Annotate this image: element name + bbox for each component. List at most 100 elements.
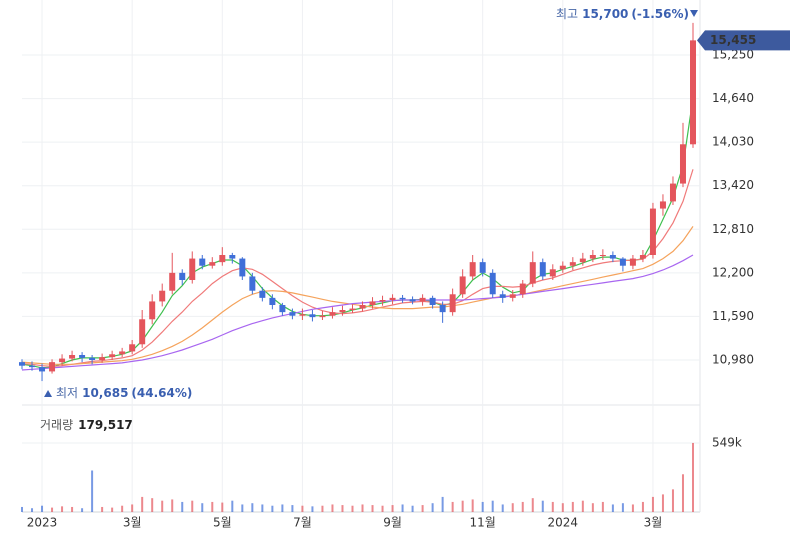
volume-bar [451, 501, 454, 512]
volume-bar [251, 503, 254, 512]
volume-bar [161, 500, 164, 512]
candle-body [119, 351, 126, 355]
candle-body [349, 308, 356, 310]
candle-body [269, 297, 276, 305]
candle-body [529, 262, 536, 284]
volume-bar [141, 496, 144, 512]
volume-bar [391, 505, 394, 512]
volume-bar [611, 504, 614, 512]
candle-body [159, 290, 166, 302]
candle-body [59, 358, 66, 363]
candle-body [129, 344, 136, 352]
volume-bar [301, 505, 304, 512]
candle-body [449, 294, 456, 313]
x-tick-label: 11월 [470, 516, 496, 530]
volume-bar [531, 498, 534, 512]
volume-tick-label: 549k [712, 435, 742, 449]
candle-body [19, 362, 25, 366]
volume-bar [441, 496, 444, 512]
candle-body [189, 258, 196, 280]
candle-body [399, 297, 406, 300]
candle-body [669, 183, 676, 202]
volume-bar [331, 504, 334, 512]
high-label: 최고 [556, 7, 578, 21]
volume-bar [291, 505, 294, 512]
volume-bar [551, 501, 554, 512]
candle-body [249, 276, 256, 291]
volume-bar [401, 504, 404, 512]
high-value: 15,700 [582, 7, 628, 21]
candle-body [639, 255, 646, 259]
moving-average-line [21, 226, 694, 365]
volume-bar [51, 507, 54, 512]
candle-body [319, 315, 326, 318]
volume-bar [491, 500, 494, 512]
candle-body [259, 290, 266, 298]
volume-bar [31, 508, 34, 512]
candle-body [39, 367, 46, 372]
candle-body [49, 362, 56, 372]
volume-bar [371, 505, 374, 512]
x-tick-label: 3월 [644, 516, 663, 530]
volume-current: 179,517 [78, 418, 133, 432]
volume-bar [601, 501, 604, 512]
low-annotation: 최저 10,685 (44.64%) [56, 386, 192, 400]
volume-bar [421, 505, 424, 512]
candle-body [329, 312, 336, 316]
x-tick-label: 5월 [213, 516, 232, 530]
volume-bar [501, 504, 504, 512]
volume-bar [641, 501, 644, 512]
candle-body [359, 305, 366, 309]
candle-body [299, 314, 306, 316]
y-tick-label: 10,980 [712, 353, 754, 367]
volume-bar [171, 499, 174, 512]
candle-body [419, 297, 426, 302]
y-tick-label: 13,420 [712, 178, 754, 192]
candle-body [179, 272, 186, 280]
volume-bar [131, 504, 134, 512]
candle-body [89, 357, 96, 360]
volume-bar [311, 506, 314, 512]
candle-body [599, 255, 606, 256]
volume-bar [91, 470, 94, 512]
volume-bar [151, 498, 154, 512]
candle-body [429, 297, 436, 305]
candle-body [539, 262, 546, 277]
volume-bar [661, 494, 664, 512]
volume-bar [241, 504, 244, 512]
candle-body [609, 255, 616, 259]
volume-bar [591, 503, 594, 512]
candle-body [289, 312, 296, 316]
volume-bar [221, 502, 224, 512]
volume-bar [381, 505, 384, 512]
candle-body [29, 365, 36, 368]
volume-bar [81, 508, 84, 512]
volume-bar [651, 496, 654, 512]
volume-bar [521, 501, 524, 512]
volume-bar [351, 505, 354, 512]
volume-bar [201, 503, 204, 512]
volume-bar [481, 501, 484, 512]
x-tick-label: 2023 [27, 516, 58, 530]
current-price-label: 15,455 [710, 33, 756, 47]
volume-bar [181, 501, 184, 512]
volume-bar [261, 504, 264, 512]
volume-bar [581, 500, 584, 512]
candle-body [569, 262, 576, 266]
candle-body [309, 314, 316, 318]
candle-body [209, 262, 216, 266]
candle-body [509, 294, 516, 298]
high-annotation: 최고 15,700 (-1.56%) [556, 7, 689, 21]
candle-body [499, 294, 506, 298]
y-tick-label: 11,590 [712, 309, 754, 323]
volume-label: 거래량 [40, 418, 73, 432]
volume-bar [61, 506, 64, 512]
candle-body [69, 355, 76, 359]
candle-body [469, 262, 476, 277]
volume-bar [211, 501, 214, 512]
candle-body [619, 258, 626, 266]
low-value: 10,685 [82, 386, 128, 400]
volume-bar [101, 506, 104, 512]
